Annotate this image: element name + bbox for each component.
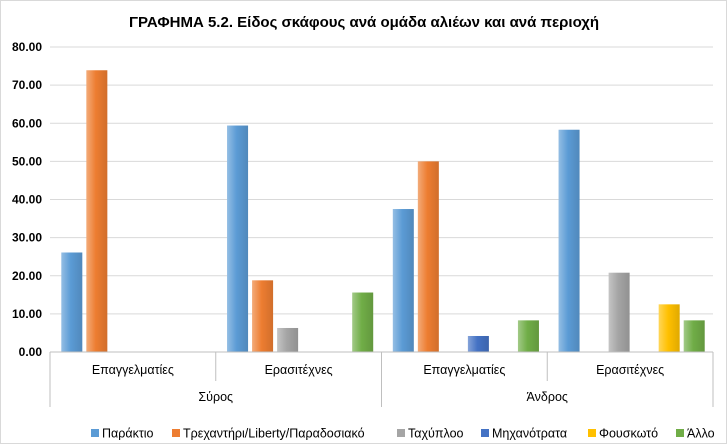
- category-label: Επαγγελματίες: [423, 363, 505, 377]
- category-label: Ερασιτέχνες: [596, 363, 664, 377]
- y-tick-label: 60.00: [12, 116, 42, 130]
- y-tick-label: 50.00: [12, 154, 42, 168]
- y-tick-label: 80.00: [12, 40, 42, 54]
- y-tick-label: 40.00: [12, 193, 42, 207]
- legend-item: Άλλο: [676, 427, 715, 441]
- legend-swatch: [588, 429, 596, 437]
- category-group-label: Άνδρος: [527, 390, 568, 404]
- gridlines: [50, 46, 713, 315]
- y-tick-label: 0.00: [19, 345, 43, 359]
- bar-s0-c2: [392, 209, 414, 352]
- legend-swatch: [676, 429, 684, 437]
- y-tick-label: 30.00: [12, 231, 42, 245]
- bar-s0-c0: [61, 252, 83, 352]
- bar-s3-c2: [467, 335, 489, 352]
- y-tick-label: 20.00: [12, 269, 42, 283]
- legend-item: Φουσκωτό: [588, 427, 658, 441]
- legend-swatch: [91, 429, 99, 437]
- bar-s2-c3: [608, 272, 630, 352]
- x-axis: Επαγγελματίες Ερασιτέχνες Επαγγελματίες Ερα…: [49, 351, 714, 407]
- bar-s4-c3: [658, 304, 680, 352]
- legend-label: Τρεχαντήρι/Liberty/Παραδοσιακό: [183, 427, 365, 441]
- category-label: Ερασιτέχνες: [265, 363, 333, 377]
- legend-label: Μηχανότρατα: [492, 427, 567, 441]
- legend-item: Τρεχαντήρι/Liberty/Παραδοσιακό: [172, 427, 365, 441]
- chart-title: ΓΡΑΦΗΜΑ 5.2. Είδος σκάφους ανά ομάδα αλι…: [129, 14, 599, 31]
- category-label: Επαγγελματίες: [92, 363, 174, 377]
- legend-label: Παράκτιο: [102, 427, 154, 441]
- bar-s1-c0: [86, 70, 108, 352]
- y-tick-label: 70.00: [12, 78, 42, 92]
- bar-s1-c1: [252, 280, 274, 352]
- bar-s5-c3: [683, 320, 705, 352]
- legend-label: Άλλο: [687, 427, 715, 441]
- y-tick-label: 10.00: [12, 307, 42, 321]
- legend-item: Μηχανότρατα: [481, 427, 567, 441]
- bar-s0-c1: [227, 125, 249, 352]
- legend-swatch: [397, 429, 405, 437]
- y-axis: 0.00 10.00 20.00 30.00 40.00 50.00 60.00 70.00 8…: [12, 40, 42, 359]
- category-group-label: Σύρος: [198, 390, 233, 404]
- bar-s5-c2: [517, 320, 539, 352]
- legend-label: Φουσκωτό: [599, 427, 658, 441]
- legend-label: Ταχύπλοο: [408, 427, 464, 441]
- bar-s0-c3: [558, 129, 580, 352]
- bar-s1-c2: [417, 161, 439, 352]
- legend-item: Παράκτιο: [91, 427, 154, 441]
- bars: [61, 70, 705, 352]
- legend-swatch: [172, 429, 180, 437]
- legend-item: Ταχύπλοο: [397, 427, 464, 441]
- bar-s2-c1: [277, 327, 299, 352]
- legend-swatch: [481, 429, 489, 437]
- bar-s5-c1: [352, 292, 374, 352]
- legend: Παράκτιο Τρεχαντήρι/Liberty/Παραδοσιακό Τα…: [91, 427, 715, 441]
